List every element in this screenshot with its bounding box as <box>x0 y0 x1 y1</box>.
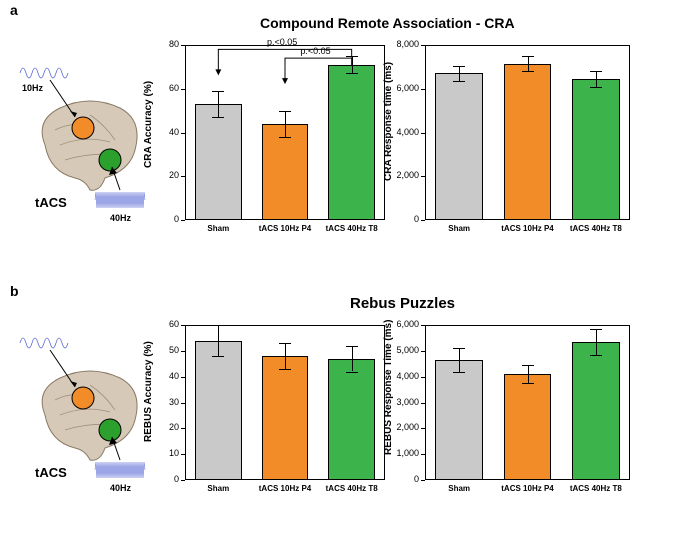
errorcap <box>453 81 465 82</box>
brain-diagram-a: 10Hz 40Hz tACS <box>10 55 165 225</box>
bar-0 <box>435 73 483 220</box>
errorbar <box>459 348 460 371</box>
errorcap <box>522 365 534 366</box>
ytick <box>181 403 185 404</box>
errorcap <box>279 369 291 370</box>
ytick <box>421 89 425 90</box>
errorcap <box>522 71 534 72</box>
bar-0 <box>195 341 242 481</box>
brain-svg-a <box>10 55 165 225</box>
y-axis-label: REBUS Accuracy (%) <box>143 341 154 442</box>
ytick <box>181 351 185 352</box>
tacs-label-b: tACS <box>35 465 67 480</box>
ytick-label: 60 <box>147 319 179 329</box>
errorcap <box>453 372 465 373</box>
ytick <box>421 45 425 46</box>
ytick <box>421 176 425 177</box>
errorbar <box>285 343 286 369</box>
errorcap <box>453 348 465 349</box>
bar-1 <box>504 64 552 220</box>
ytick <box>421 133 425 134</box>
errorcap <box>590 87 602 88</box>
sig-label: p.<0.05 <box>300 46 330 56</box>
x-category-label: tACS 40Hz T8 <box>561 484 631 493</box>
x-category-label: Sham <box>424 224 494 233</box>
bar-2 <box>572 79 620 220</box>
brain-diagram-b: 40Hz tACS <box>10 325 165 495</box>
errorcap <box>453 66 465 67</box>
ytick <box>421 480 425 481</box>
x-category-label: tACS 10Hz P4 <box>493 484 563 493</box>
errorbar <box>352 346 353 372</box>
errorcap <box>212 325 224 326</box>
brain-svg-b <box>10 325 165 495</box>
errorcap <box>590 355 602 356</box>
errorbar <box>218 325 219 356</box>
y-axis-label: CRA Response time (ms) <box>383 62 394 181</box>
y-axis-label: CRA Accuracy (%) <box>143 81 154 168</box>
ytick-label: 10 <box>147 448 179 458</box>
ytick <box>181 454 185 455</box>
ytick-label: 0 <box>147 474 179 484</box>
ytick <box>421 454 425 455</box>
x-category-label: Sham <box>183 224 253 233</box>
title-cra: Compound Remote Association - CRA <box>260 15 515 31</box>
panel-letter-a: a <box>10 2 18 18</box>
x-category-label: Sham <box>424 484 494 493</box>
ytick <box>181 220 185 221</box>
ytick <box>181 325 185 326</box>
ytick <box>421 351 425 352</box>
hz40-label-a: 40Hz <box>110 213 131 223</box>
x-category-label: Sham <box>183 484 253 493</box>
hz10-label-a: 10Hz <box>22 83 43 93</box>
errorcap <box>522 383 534 384</box>
ytick-label: 0 <box>387 474 419 484</box>
title-rebus: Rebus Puzzles <box>350 295 455 312</box>
ytick <box>421 220 425 221</box>
errorbar <box>459 66 460 81</box>
ytick-label: 0 <box>387 214 419 224</box>
ytick <box>421 377 425 378</box>
errorcap <box>279 343 291 344</box>
panel-letter-b: b <box>10 283 19 299</box>
parietal-marker <box>72 117 94 139</box>
errorcap <box>212 356 224 357</box>
x-category-label: tACS 40Hz T8 <box>317 484 387 493</box>
errorcap <box>522 56 534 57</box>
bar-2 <box>572 342 620 480</box>
errorcap <box>346 346 358 347</box>
ytick <box>421 325 425 326</box>
x-category-label: tACS 10Hz P4 <box>250 224 320 233</box>
x-category-label: tACS 10Hz P4 <box>493 224 563 233</box>
errorbar <box>596 71 597 86</box>
bar-2 <box>328 359 375 480</box>
ytick <box>181 377 185 378</box>
sig-bracket <box>185 45 385 220</box>
hz40-label-b: 40Hz <box>110 483 131 493</box>
bar-0 <box>435 360 483 480</box>
bar-1 <box>504 374 552 480</box>
errorcap <box>590 71 602 72</box>
ytick <box>421 403 425 404</box>
bar-1 <box>262 356 309 480</box>
ytick-label: 8,000 <box>387 39 419 49</box>
errorbar <box>528 365 529 383</box>
errorbar <box>596 329 597 355</box>
ytick-label: 20 <box>147 170 179 180</box>
tacs-label-a: tACS <box>35 195 67 210</box>
ytick <box>421 428 425 429</box>
errorcap <box>590 329 602 330</box>
y-axis-label: REBUS Response Time (ms) <box>383 320 394 455</box>
errorcap <box>346 372 358 373</box>
temporal-marker <box>99 149 121 171</box>
ytick <box>181 428 185 429</box>
x-category-label: tACS 10Hz P4 <box>250 484 320 493</box>
x-category-label: tACS 40Hz T8 <box>317 224 387 233</box>
ytick <box>181 480 185 481</box>
ytick-label: 0 <box>147 214 179 224</box>
x-category-label: tACS 40Hz T8 <box>561 224 631 233</box>
ytick-label: 80 <box>147 39 179 49</box>
errorbar <box>528 56 529 71</box>
